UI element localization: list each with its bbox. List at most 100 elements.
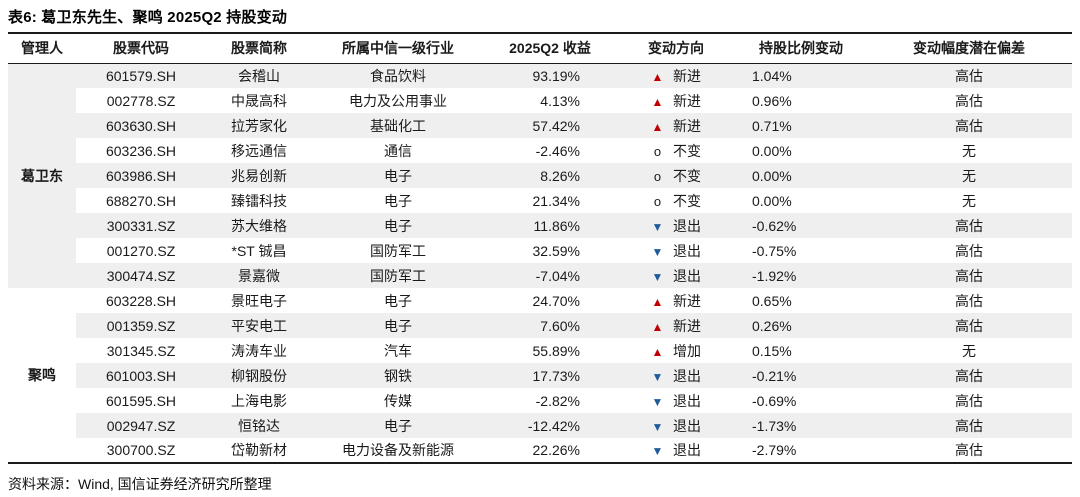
stock-name-cell: 涛涛车业: [231, 342, 287, 359]
q2-return-cell: 32.59%: [532, 242, 580, 259]
q2-return-cell: -7.04%: [484, 263, 616, 288]
table-row: 688270.SH 臻镭科技 电子 21.34% o 不变 0.00% 无: [8, 188, 1072, 213]
holding-change-cell: 0.00%: [752, 192, 792, 209]
stock-name-cell: 恒铭达: [206, 413, 312, 438]
stock-code-cell: 300474.SZ: [76, 263, 206, 288]
down-triangle-icon: ▼: [651, 219, 664, 234]
stock-name-cell: 景旺电子: [231, 292, 287, 309]
direction-cell: o 不变: [616, 188, 736, 213]
stock-name-cell: 中晟高科: [231, 92, 287, 109]
up-triangle-icon: ▲: [651, 94, 664, 109]
table-row: 603236.SH 移远通信 通信 -2.46% o 不变 0.00% 无: [8, 138, 1072, 163]
table-row: 001270.SZ *ST 铖昌 国防军工 32.59% ▼ 退出 -0.75% 高估: [8, 238, 1072, 263]
unchanged-circle-icon: o: [653, 193, 662, 209]
holding-change-cell: -0.75%: [752, 242, 797, 259]
q2-return-cell: 8.26%: [484, 163, 616, 188]
q2-return-cell: 22.26%: [532, 442, 580, 458]
q2-return-cell: 55.89%: [532, 342, 580, 359]
direction-label: 不变: [673, 167, 701, 184]
holding-change-cell: 0.15%: [752, 342, 792, 359]
column-header-5: 变动方向: [616, 33, 736, 63]
bias-cell: 高估: [866, 213, 1072, 238]
table-row: 聚鸣 603228.SH 景旺电子 电子 24.70% ▲ 新进 0.65% 高估: [8, 288, 1072, 463]
table-row: 301345.SZ 涛涛车业 汽车 55.89% ▲ 增加 0.15% 无: [8, 338, 1072, 363]
header-row: 管理人 股票代码 股票简称 所属中信一级行业 2025Q2 收益 变动方向 持股比例变动 变动…: [8, 33, 1072, 63]
up-triangle-icon: ▲: [651, 119, 664, 134]
stock-name-cell: 兆易创新: [206, 163, 312, 188]
stock-code-cell: 603228.SH: [105, 292, 177, 309]
stock-code-cell: 301345.SZ: [106, 342, 176, 359]
industry-cell: 国防军工: [312, 263, 484, 288]
holding-change-cell: -0.62%: [736, 213, 866, 238]
direction-label: 新进: [673, 67, 701, 84]
industry-cell: 汽车: [384, 342, 412, 359]
direction-cell: ▼ 退出: [616, 413, 736, 438]
stock-name-cell: 苏大维格: [206, 213, 312, 238]
table-row: 300331.SZ 苏大维格 电子 11.86% ▼ 退出 -0.62% 高估: [8, 213, 1072, 238]
table-row: 601595.SH 上海电影 传媒 -2.82% ▼ 退出 -0.69% 高估: [8, 388, 1072, 413]
bias-cell: 高估: [866, 113, 1072, 138]
stock-code-cell: 002947.SZ: [76, 413, 206, 438]
table-row: 300474.SZ 景嘉微 国防军工 -7.04% ▼ 退出 -1.92% 高估: [8, 263, 1072, 288]
up-triangle-icon: ▲: [651, 69, 664, 84]
bias-cell: 无: [962, 142, 976, 159]
industry-cell: 电力及公用事业: [349, 92, 447, 109]
column-header-4: 2025Q2 收益: [484, 33, 616, 63]
stock-code-cell: 601579.SH: [76, 63, 206, 88]
direction-cell: ▼ 退出: [616, 213, 736, 238]
column-header-7: 变动幅度潜在偏差: [866, 33, 1072, 63]
bias-cell: 无: [962, 192, 976, 209]
stock-name-cell: 景嘉微: [206, 263, 312, 288]
direction-cell: ▲ 新进: [616, 313, 736, 338]
direction-cell: ▼ 退出: [616, 238, 736, 263]
direction-cell: o 不变: [616, 163, 736, 188]
industry-cell: 电子: [312, 163, 484, 188]
bias-cell: 高估: [955, 92, 983, 109]
holding-change-cell: -0.69%: [752, 392, 797, 409]
holding-change-cell: 0.71%: [736, 113, 866, 138]
q2-return-cell: 93.19%: [484, 63, 616, 88]
table-body: 葛卫东 601579.SH 会稽山 食品饮料 93.19% ▲ 新进 1.04% 高估 00277…: [8, 63, 1072, 463]
up-triangle-icon: ▲: [651, 319, 664, 334]
bias-cell: 无: [962, 342, 976, 359]
industry-cell: 传媒: [384, 392, 412, 409]
holding-change-cell: -1.73%: [736, 413, 866, 438]
stock-name-cell: 移远通信: [231, 142, 287, 159]
direction-label: 新进: [673, 317, 701, 334]
stock-code-cell: 603236.SH: [105, 142, 177, 159]
up-triangle-icon: ▲: [651, 294, 664, 309]
stock-name-cell: 柳钢股份: [206, 363, 312, 388]
stock-name-cell: 岱勒新材: [231, 442, 287, 458]
stock-code-cell: 603986.SH: [76, 163, 206, 188]
source-note: 资料来源：Wind, 国信证券经济研究所整理: [8, 476, 272, 492]
table-row: 300700.SZ 岱勒新材 电力设备及新能源 22.26% ▼ 退出 -2.79% 高估: [8, 438, 1072, 463]
direction-label: 退出: [673, 217, 701, 234]
manager-cell: 葛卫东: [8, 63, 76, 288]
down-triangle-icon: ▼: [651, 419, 664, 434]
direction-label: 退出: [673, 442, 701, 458]
direction-label: 退出: [673, 242, 701, 259]
holding-change-cell: 1.04%: [736, 63, 866, 88]
direction-label: 退出: [673, 392, 701, 409]
industry-cell: 电子: [312, 213, 484, 238]
holding-change-cell: -1.92%: [736, 263, 866, 288]
stock-code-cell: 002778.SZ: [106, 92, 176, 109]
direction-label: 退出: [673, 267, 701, 284]
q2-return-cell: 11.86%: [484, 213, 616, 238]
stock-code-cell: 601003.SH: [76, 363, 206, 388]
holding-change-cell: 0.26%: [736, 313, 866, 338]
direction-cell: ▼ 退出: [616, 388, 736, 413]
down-triangle-icon: ▼: [651, 269, 664, 284]
industry-cell: 通信: [384, 142, 412, 159]
down-triangle-icon: ▼: [651, 444, 664, 458]
stock-name-cell: 上海电影: [231, 392, 287, 409]
direction-cell: ▼ 退出: [616, 438, 736, 463]
holding-change-cell: 0.00%: [736, 163, 866, 188]
stock-code-cell: 001270.SZ: [106, 242, 176, 259]
down-triangle-icon: ▼: [651, 244, 664, 259]
industry-cell: 钢铁: [312, 363, 484, 388]
column-header-2: 股票简称: [206, 33, 312, 63]
holding-change-cell: -0.21%: [736, 363, 866, 388]
column-header-3: 所属中信一级行业: [312, 33, 484, 63]
industry-cell: 电力设备及新能源: [342, 442, 454, 458]
